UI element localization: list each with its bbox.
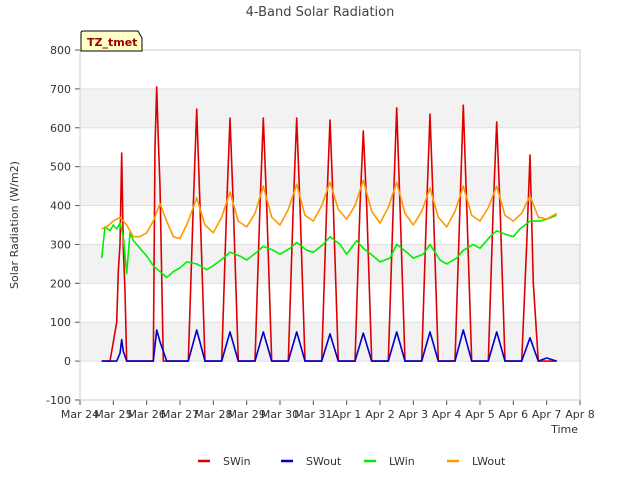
tag-label: TZ_tmet xyxy=(87,36,137,49)
legend-item-swout: SWout xyxy=(281,455,342,468)
y-tick-label: 600 xyxy=(50,122,71,135)
x-tick-label: Apr 2 xyxy=(365,408,395,421)
legend-item-lwin: LWin xyxy=(364,455,415,468)
x-tick-label: Apr 4 xyxy=(432,408,462,421)
legend-label: SWout xyxy=(306,455,342,468)
x-tick-label: Apr 5 xyxy=(465,408,495,421)
plot-frame xyxy=(79,49,581,401)
y-tick-label: 800 xyxy=(50,44,71,57)
series-lines xyxy=(100,86,558,362)
y-tick-label: 400 xyxy=(50,200,71,213)
y-tick-label: 300 xyxy=(50,238,71,251)
x-tick-label: Mar 30 xyxy=(261,408,299,421)
x-tick-label: Apr 8 xyxy=(565,408,595,421)
x-tick-label: Apr 7 xyxy=(532,408,562,421)
x-tick-label: Apr 6 xyxy=(499,408,529,421)
x-tick-label: Apr 1 xyxy=(332,408,362,421)
y-tick-label: 700 xyxy=(50,83,71,96)
chart-title: 4-Band Solar Radiation xyxy=(246,5,395,20)
x-tick-label: Mar 25 xyxy=(94,408,132,421)
series-line-lwin xyxy=(100,214,557,279)
legend-label: LWin xyxy=(389,455,415,468)
legend-item-lwout: LWout xyxy=(447,455,506,468)
series-line-swout xyxy=(101,329,557,362)
grid-band xyxy=(80,244,580,284)
tag-annotation: TZ_tmet xyxy=(80,30,143,52)
y-tick-label: 100 xyxy=(50,316,71,329)
y-axis-title: Solar Radiation (W/m2) xyxy=(8,161,21,289)
series-line-lwout xyxy=(101,179,558,240)
y-tick-label: 200 xyxy=(50,277,71,290)
y-tick-label: 500 xyxy=(50,161,71,174)
x-tick-label: Mar 31 xyxy=(294,408,332,421)
legend-label: LWout xyxy=(472,455,506,468)
x-tick-label: Mar 29 xyxy=(228,408,266,421)
x-axis-title: Time xyxy=(550,423,578,436)
x-tick-label: Mar 27 xyxy=(161,408,199,421)
x-tick-label: Mar 26 xyxy=(128,408,166,421)
y-tick-label: 0 xyxy=(64,355,71,368)
x-tick-label: Apr 3 xyxy=(399,408,429,421)
x-tick-label: Mar 28 xyxy=(194,408,232,421)
y-tick-label: -100 xyxy=(46,394,71,407)
legend: SWin SWout LWin LWout xyxy=(198,455,506,468)
x-tick-label: Mar 24 xyxy=(61,408,99,421)
legend-label: SWin xyxy=(223,455,251,468)
legend-item-swin: SWin xyxy=(198,455,251,468)
